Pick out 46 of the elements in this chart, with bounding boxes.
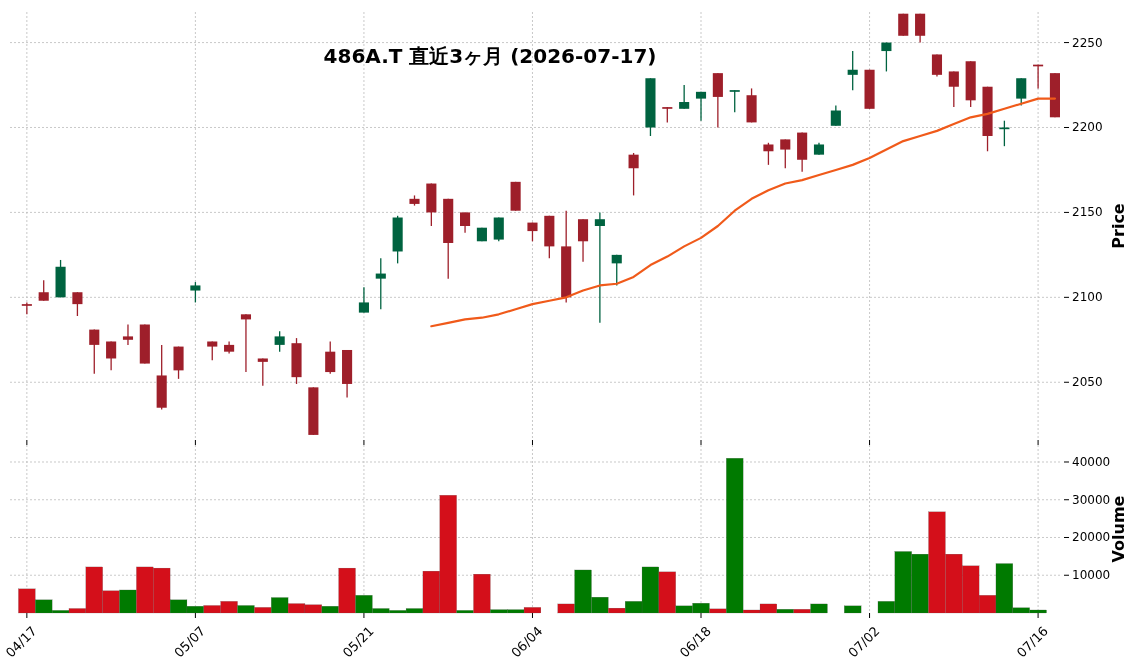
bar <box>844 605 862 614</box>
candlestick <box>460 211 471 234</box>
candlestick <box>21 301 32 315</box>
candlestick <box>628 152 639 197</box>
line-series <box>430 97 1057 328</box>
candlestick <box>594 211 605 324</box>
candlestick <box>999 120 1010 147</box>
candlestick <box>780 138 791 169</box>
candlestick <box>190 281 201 304</box>
text: 486A.T 直近3ヶ月 (2026-07-17) <box>323 44 657 68</box>
candlestick <box>325 340 336 375</box>
candlestick <box>679 84 690 110</box>
candlestick <box>931 53 943 78</box>
candlestick <box>240 313 252 373</box>
candlestick <box>712 72 723 129</box>
candlestick <box>763 142 774 166</box>
candlestick <box>38 279 49 302</box>
candlestick <box>257 357 268 387</box>
candlestick <box>173 345 184 380</box>
candlestick <box>729 89 740 113</box>
candlestick <box>847 50 858 91</box>
candlestick <box>695 91 707 122</box>
y-tick-label: 2150 <box>1072 205 1103 220</box>
candlestick <box>358 286 369 314</box>
y-axis-title: Price <box>1109 203 1128 249</box>
y-tick-label: 2050 <box>1072 375 1103 390</box>
candlestick <box>122 323 134 346</box>
y-tick-label: 40000 <box>1072 454 1111 469</box>
y-tick-label: 2100 <box>1072 290 1103 305</box>
candlestick <box>274 330 285 353</box>
candlestick <box>830 104 841 127</box>
y-tick-label: 10000 <box>1072 568 1111 583</box>
y-tick-label: 30000 <box>1072 492 1111 507</box>
candlestick <box>577 218 589 263</box>
candlestick <box>915 13 926 44</box>
candlestick <box>72 291 83 317</box>
candlestick <box>106 340 117 372</box>
y-tick-label: 20000 <box>1072 530 1111 545</box>
candlestick <box>207 340 218 361</box>
y-tick-label: 2200 <box>1072 120 1103 135</box>
candlestick <box>881 41 892 73</box>
candlestick <box>948 70 959 108</box>
y-axis-title: Volume <box>1109 495 1128 563</box>
candlestick <box>89 328 100 375</box>
candlestick <box>375 257 386 310</box>
y-tick-label: 2250 <box>1072 35 1103 50</box>
